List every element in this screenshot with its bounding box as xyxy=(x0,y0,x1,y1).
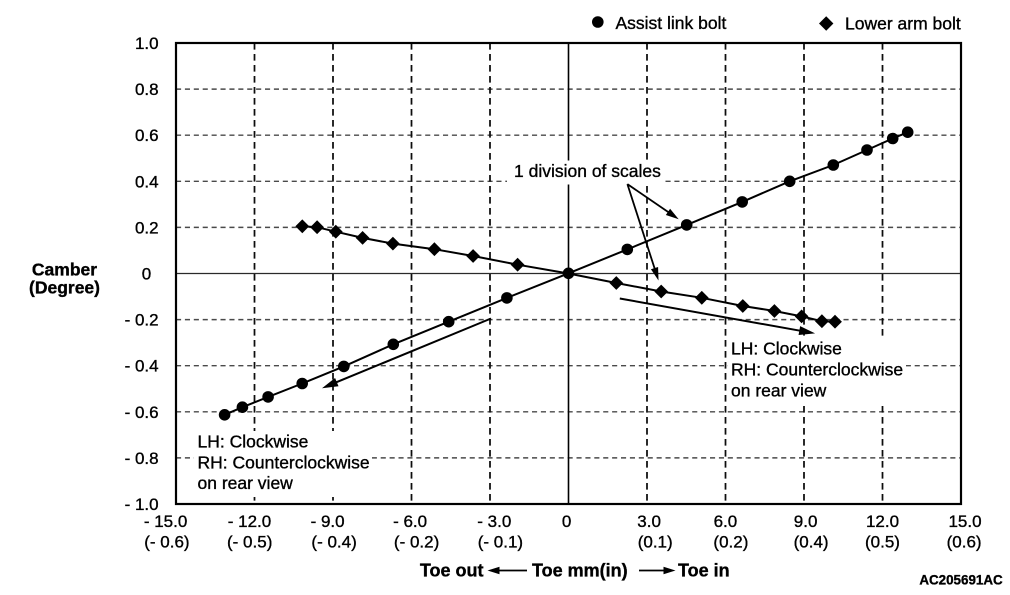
svg-text:RH: Counterclockwise: RH: Counterclockwise xyxy=(731,359,903,379)
svg-text:(0.2): (0.2) xyxy=(713,533,748,552)
svg-text:12.0: 12.0 xyxy=(866,512,899,531)
svg-text:1.0: 1.0 xyxy=(135,34,159,53)
svg-text:Toe in: Toe in xyxy=(678,561,730,581)
svg-text:(- 0.1): (- 0.1) xyxy=(478,533,523,552)
svg-text:0.4: 0.4 xyxy=(135,172,159,191)
svg-text:(- 0.4): (- 0.4) xyxy=(311,533,356,552)
svg-text:6.0: 6.0 xyxy=(714,512,738,531)
svg-text:- 1.0: - 1.0 xyxy=(125,495,159,514)
svg-text:0.6: 0.6 xyxy=(135,126,159,145)
svg-text:(Degree): (Degree) xyxy=(29,278,100,298)
svg-text:AC205691AC: AC205691AC xyxy=(919,573,1003,588)
svg-text:LH: Clockwise: LH: Clockwise xyxy=(198,431,309,451)
svg-text:15.0: 15.0 xyxy=(948,512,981,531)
svg-text:Toe out: Toe out xyxy=(420,561,484,581)
svg-text:on rear view: on rear view xyxy=(731,381,827,401)
svg-text:- 15.0: - 15.0 xyxy=(144,512,187,531)
svg-text:(0.5): (0.5) xyxy=(865,533,900,552)
svg-text:Camber: Camber xyxy=(32,260,97,280)
svg-text:0.8: 0.8 xyxy=(135,80,159,99)
svg-text:(0.6): (0.6) xyxy=(947,533,982,552)
svg-text:- 0.8: - 0.8 xyxy=(125,449,159,468)
svg-text:Assist link bolt: Assist link bolt xyxy=(616,13,727,33)
svg-text:1 division of scales: 1 division of scales xyxy=(514,161,661,181)
svg-text:RH: Counterclockwise: RH: Counterclockwise xyxy=(198,453,370,473)
svg-text:- 6.0: - 6.0 xyxy=(393,512,427,531)
svg-text:0: 0 xyxy=(562,512,571,531)
svg-text:- 3.0: - 3.0 xyxy=(477,512,511,531)
svg-text:(- 0.2): (- 0.2) xyxy=(394,533,439,552)
svg-text:on rear view: on rear view xyxy=(198,473,294,493)
svg-text:Toe mm(in): Toe mm(in) xyxy=(532,561,628,581)
svg-text:(- 0.6): (- 0.6) xyxy=(144,533,189,552)
svg-text:3.0: 3.0 xyxy=(637,512,661,531)
svg-text:- 0.4: - 0.4 xyxy=(125,357,159,376)
svg-text:- 0.2: - 0.2 xyxy=(125,311,159,330)
svg-text:9.0: 9.0 xyxy=(794,512,818,531)
svg-text:(- 0.5): (- 0.5) xyxy=(227,533,272,552)
svg-text:(0.4): (0.4) xyxy=(794,533,829,552)
svg-text:- 0.6: - 0.6 xyxy=(125,403,159,422)
svg-text:- 12.0: - 12.0 xyxy=(228,512,271,531)
svg-text:(0.1): (0.1) xyxy=(638,533,673,552)
svg-text:0: 0 xyxy=(142,265,151,284)
svg-text:0.2: 0.2 xyxy=(135,218,159,237)
svg-text:LH: Clockwise: LH: Clockwise xyxy=(731,339,842,359)
svg-text:- 9.0: - 9.0 xyxy=(311,512,345,531)
svg-text:Lower arm bolt: Lower arm bolt xyxy=(845,14,961,34)
